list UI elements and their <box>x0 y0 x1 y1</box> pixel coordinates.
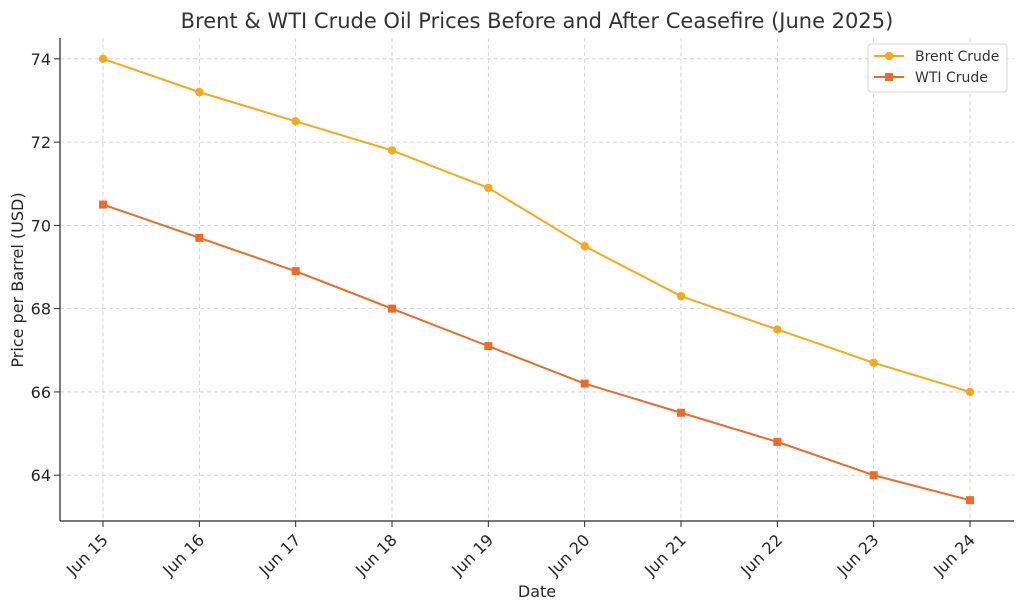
data-point <box>677 408 685 417</box>
data-point <box>387 146 397 155</box>
data-point <box>580 379 589 388</box>
legend: Brent Crude WTI Crude <box>867 43 1008 93</box>
chart-title: Brent & WTI Crude Oil Prices Before and … <box>181 9 894 33</box>
data-point <box>773 325 782 334</box>
data-point <box>291 267 300 276</box>
legend-label: WTI Crude <box>915 70 988 86</box>
data-point <box>388 304 396 313</box>
grid <box>60 38 1014 521</box>
y-tick-label: 64 <box>31 466 51 485</box>
data-point <box>99 200 107 209</box>
y-tick-label: 68 <box>31 300 51 319</box>
data-point <box>484 183 493 193</box>
y-tick-label: 72 <box>31 133 51 152</box>
data-point <box>195 233 204 242</box>
data-point <box>966 496 974 505</box>
series-line <box>102 57 971 393</box>
series-line <box>102 203 971 502</box>
series-0 <box>98 54 975 397</box>
x-tick-label: Jun 20 <box>544 530 594 580</box>
data-point <box>195 87 204 97</box>
legend-label: Brent Crude <box>915 49 999 65</box>
x-ticks: Jun 15 Jun 16 Jun 17 Jun 18 Jun 19 Jun 20 Jun … <box>62 521 979 580</box>
x-tick-label: Jun 15 <box>62 530 112 580</box>
data-point <box>484 342 493 351</box>
x-tick-label: Jun 16 <box>158 530 208 580</box>
data-point <box>580 241 589 251</box>
x-tick-label: Jun 24 <box>929 530 979 580</box>
y-tick-label: 66 <box>31 383 51 402</box>
data-point <box>965 387 975 397</box>
x-axis-label: Date <box>518 582 556 601</box>
x-tick-label: Jun 21 <box>640 530 690 580</box>
series <box>98 54 975 505</box>
x-tick-label: Jun 23 <box>833 530 883 580</box>
series-1 <box>99 200 974 505</box>
y-ticks: 64 66 68 70 72 74 <box>31 50 60 485</box>
data-point <box>869 471 878 480</box>
y-tick-label: 74 <box>31 50 51 69</box>
x-tick-label: Jun 17 <box>255 530 305 580</box>
data-point <box>98 54 108 64</box>
data-point <box>676 291 686 301</box>
x-tick-label: Jun 18 <box>351 530 401 580</box>
legend-marker <box>884 51 894 61</box>
y-axis-label: Price per Barrel (USD) <box>8 192 27 367</box>
axes <box>59 38 1014 522</box>
data-point <box>291 117 300 126</box>
data-point <box>869 358 878 367</box>
legend-marker <box>885 73 893 81</box>
y-tick-label: 70 <box>31 216 51 235</box>
x-tick-label: Jun 22 <box>736 530 786 580</box>
data-point <box>773 437 782 446</box>
x-tick-label: Jun 19 <box>447 530 497 580</box>
